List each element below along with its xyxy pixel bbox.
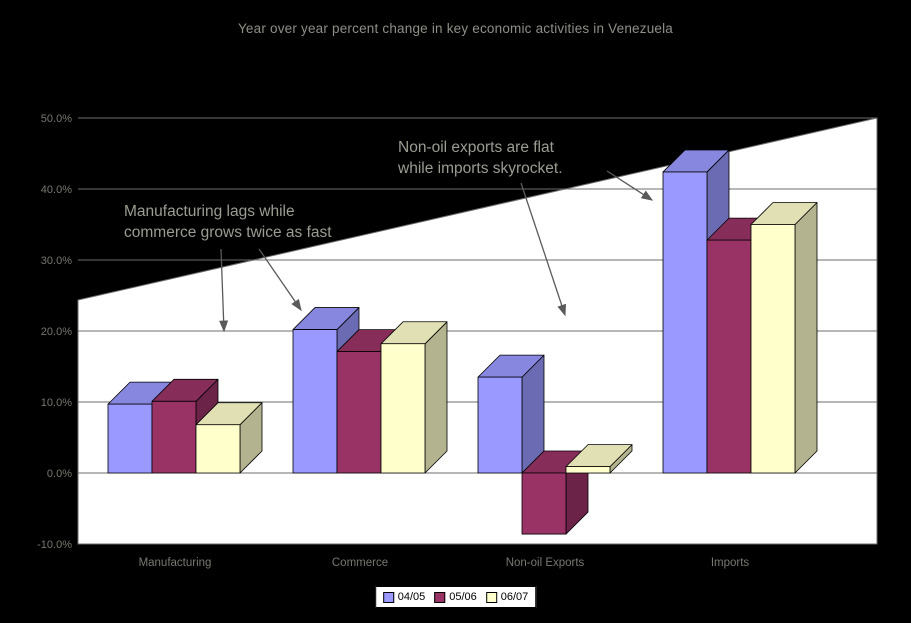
- bar-non-oil-exports-04-05: [477, 354, 545, 474]
- x-axis-labels: Manufacturing Commerce Non-oil Exports Impo…: [139, 557, 750, 569]
- bar-non-oil-exports-06-07: [565, 444, 633, 474]
- annotation-arrow: [219, 248, 229, 333]
- x-tick-label: Non-oil Exports: [506, 557, 585, 569]
- legend-label: 06/07: [500, 590, 529, 603]
- annotation-arrow: [520, 182, 567, 317]
- annotation-arrow: [258, 248, 302, 312]
- legend-item: 06/07: [485, 590, 529, 603]
- legend-label: 04/05: [397, 590, 426, 603]
- bars: [107, 149, 818, 535]
- chart-title: Year over year percent change in key eco…: [237, 21, 674, 36]
- y-tick-label: 40.0%: [41, 184, 72, 196]
- legend-swatch: [382, 591, 394, 603]
- bar-imports-06-07: [750, 202, 818, 474]
- annotation-exports-imports: Non-oil exports are flat while imports s…: [398, 139, 563, 177]
- x-tick-label: Commerce: [332, 557, 388, 569]
- bar-commerce-06-07: [380, 321, 448, 474]
- legend: 04/05 05/06 06/07: [374, 586, 537, 608]
- legend-label: 05/06: [449, 590, 477, 603]
- y-tick-label: 30.0%: [41, 255, 72, 267]
- annotation-manufacturing-commerce: Manufacturing lags while commerce grows …: [124, 203, 332, 241]
- legend-swatch: [434, 591, 446, 603]
- legend-item: 04/05: [382, 590, 426, 603]
- annotation-arrows: [219, 170, 654, 333]
- y-tick-label: -10.0%: [37, 539, 72, 551]
- y-tick-label: 50.0%: [41, 113, 72, 125]
- y-tick-label: 0.0%: [47, 468, 72, 480]
- x-tick-label: Imports: [711, 557, 750, 569]
- y-tick-label: 20.0%: [41, 326, 72, 338]
- y-axis-labels: 50.0% 40.0% 30.0% 20.0% 10.0% 0.0% -10.0%: [37, 113, 72, 551]
- legend-swatch: [485, 591, 497, 603]
- bar-manufacturing-06-07: [195, 402, 263, 474]
- y-tick-label: 10.0%: [41, 397, 72, 409]
- x-tick-label: Manufacturing: [139, 557, 212, 569]
- annotation-arrow: [606, 170, 654, 201]
- legend-item: 05/06: [434, 590, 477, 603]
